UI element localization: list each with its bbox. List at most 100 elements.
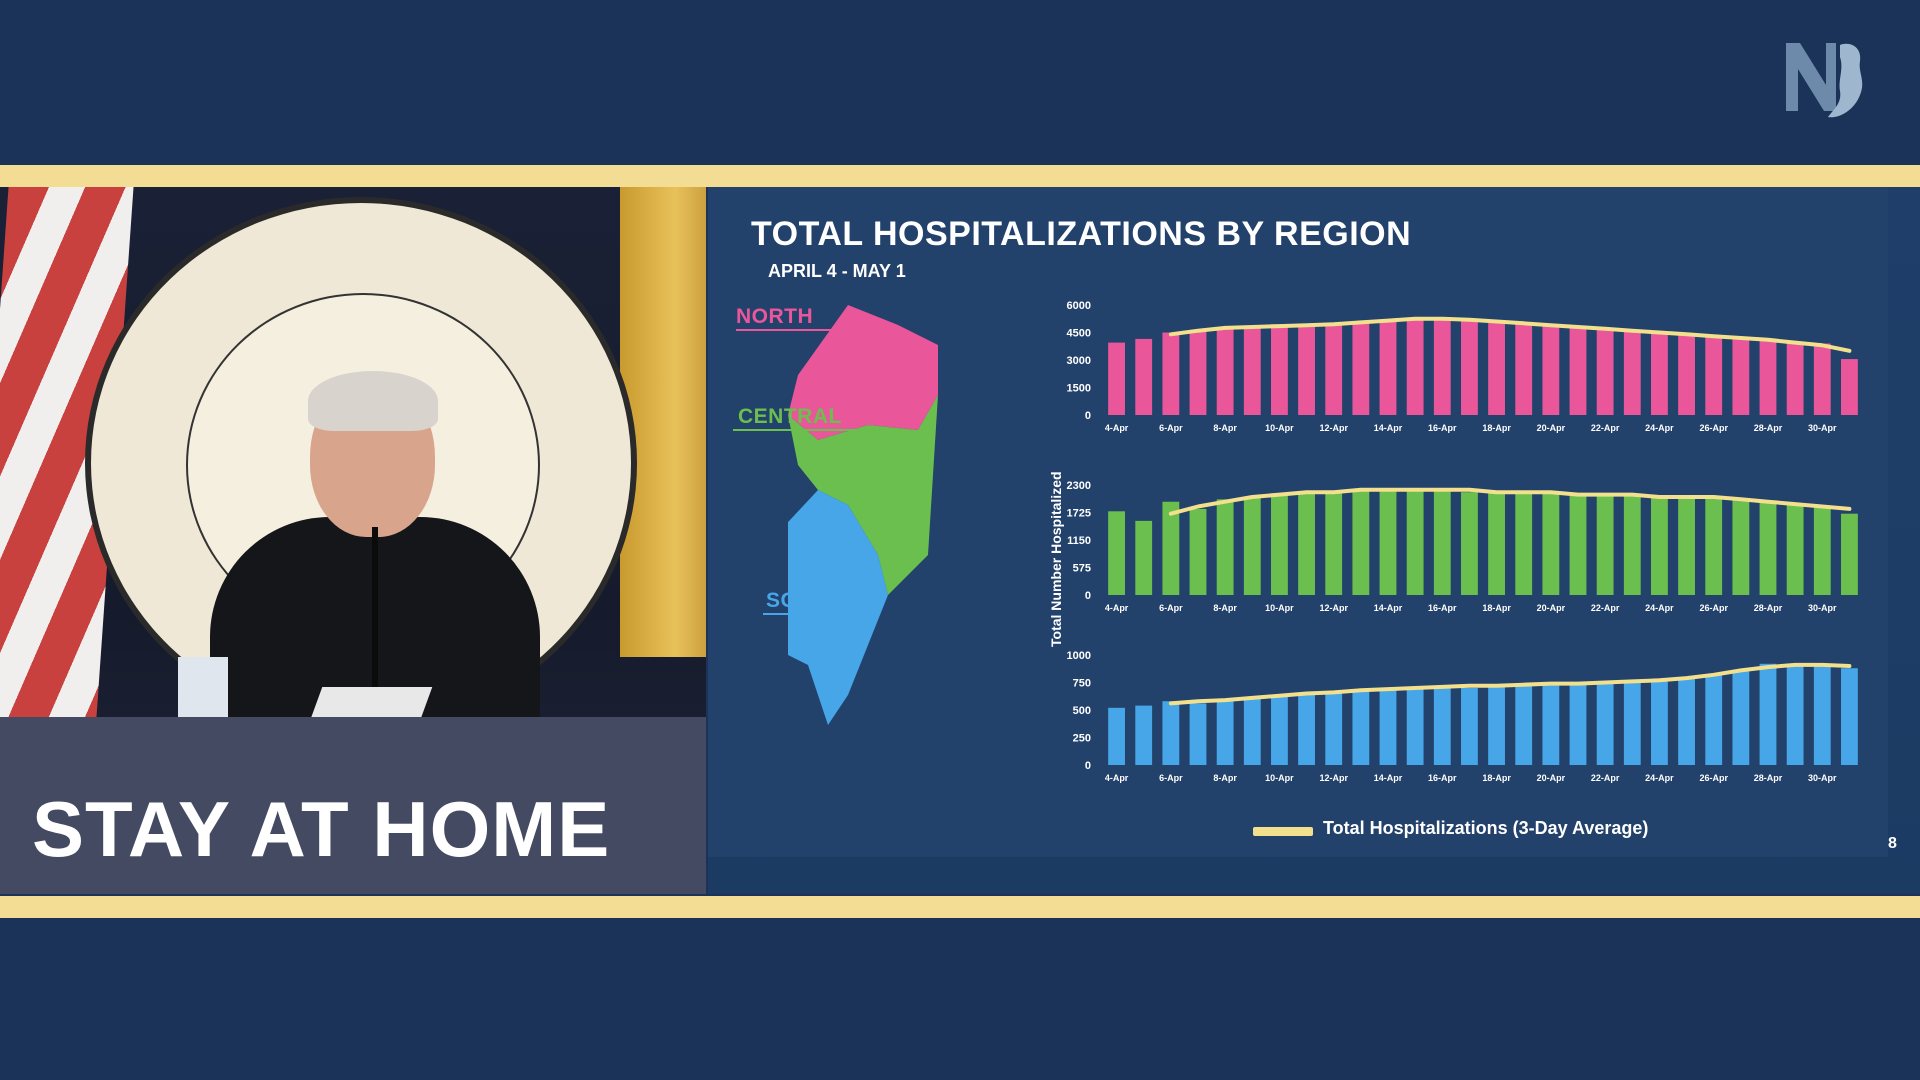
legend-swatch — [1253, 827, 1313, 836]
nj-logo-icon — [1786, 43, 1863, 118]
x-tick-label: 22-Apr — [1591, 423, 1620, 433]
bar — [1678, 678, 1695, 765]
region-label-north: NORTH — [736, 305, 814, 328]
bar — [1189, 508, 1207, 595]
bar — [1841, 359, 1858, 415]
region-rule-north — [736, 329, 866, 331]
bar — [1108, 342, 1125, 415]
nj-flag — [620, 187, 706, 657]
x-tick-label: 4-Apr — [1105, 773, 1129, 783]
y-tick-label: 2300 — [1067, 480, 1091, 492]
presentation-slide: TOTAL HOSPITALIZATIONS BY REGION APRIL 4… — [708, 187, 1920, 894]
map-south-region — [788, 490, 888, 725]
y-tick-label: 1150 — [1067, 535, 1091, 547]
x-tick-label: 22-Apr — [1591, 773, 1620, 783]
bar — [1243, 496, 1261, 595]
bar — [1813, 506, 1831, 595]
x-tick-label: 6-Apr — [1159, 603, 1183, 613]
bar — [1759, 501, 1777, 595]
y-tick-label: 1000 — [1067, 650, 1091, 662]
region-label-south: SOUTH — [766, 589, 842, 612]
average-line — [1168, 487, 1852, 516]
average-line — [1168, 316, 1852, 353]
bottom-gold-stripe — [0, 896, 1920, 918]
y-tick-label: 575 — [1073, 563, 1091, 575]
bar — [1271, 696, 1288, 765]
y-tick-label: 6000 — [1067, 300, 1091, 312]
x-tick-label: 30-Apr — [1808, 423, 1837, 433]
bar — [1705, 496, 1723, 595]
x-tick-label: 4-Apr — [1105, 423, 1129, 433]
bar — [1488, 320, 1505, 415]
bar — [1569, 494, 1587, 595]
region-rule-south — [763, 613, 873, 615]
bar — [1162, 701, 1180, 765]
slide-subtitle: APRIL 4 - MAY 1 — [768, 261, 906, 281]
y-tick-label: 0 — [1085, 410, 1091, 422]
legend-label: Total Hospitalizations (3-Day Average) — [1323, 818, 1649, 838]
bar — [1352, 690, 1370, 765]
average-line — [1168, 662, 1852, 706]
bar — [1786, 341, 1804, 415]
bar — [1542, 683, 1560, 765]
bar — [1406, 688, 1424, 765]
bar — [1189, 330, 1207, 415]
y-tick-label: 1725 — [1067, 508, 1091, 520]
bar — [1216, 699, 1234, 765]
bar — [1243, 696, 1261, 765]
bar — [1786, 666, 1804, 765]
bar — [1705, 674, 1723, 765]
x-tick-label: 30-Apr — [1808, 773, 1837, 783]
bar — [1298, 492, 1315, 595]
x-tick-label: 8-Apr — [1213, 773, 1237, 783]
bar — [1569, 683, 1587, 765]
bar — [1379, 319, 1397, 415]
x-tick-label: 26-Apr — [1699, 423, 1728, 433]
bar — [1135, 520, 1153, 595]
bar — [1461, 688, 1478, 765]
bar — [1515, 323, 1533, 415]
y-tick-label: 1500 — [1067, 383, 1091, 395]
x-tick-label: 10-Apr — [1265, 603, 1294, 613]
bar — [1352, 489, 1370, 595]
x-tick-label: 28-Apr — [1754, 603, 1783, 613]
x-tick-label: 26-Apr — [1699, 773, 1728, 783]
x-tick-label: 20-Apr — [1537, 773, 1566, 783]
x-tick-label: 24-Apr — [1645, 773, 1674, 783]
hospitalizations-charts: 0 1500 3000 4500 6000 4-Apr 6-Apr 8-Apr 10-Apr 12… — [1067, 300, 1858, 783]
x-tick-label: 8-Apr — [1213, 603, 1237, 613]
bar — [1135, 705, 1153, 765]
x-tick-label: 24-Apr — [1645, 423, 1674, 433]
bar — [1623, 494, 1641, 595]
bar — [1542, 325, 1560, 415]
bar — [1379, 489, 1397, 595]
bar — [1596, 328, 1614, 415]
x-tick-label: 28-Apr — [1754, 423, 1783, 433]
x-tick-label: 16-Apr — [1428, 603, 1457, 613]
bar — [1325, 692, 1343, 765]
bar — [1515, 492, 1533, 595]
bar — [1732, 338, 1750, 415]
bar — [1108, 707, 1125, 765]
x-tick-label: 10-Apr — [1265, 423, 1294, 433]
x-tick-label: 22-Apr — [1591, 603, 1620, 613]
press-conference-video: STAY AT HOME — [0, 187, 706, 894]
x-tick-label: 14-Apr — [1374, 423, 1403, 433]
region-label-central: CENTRAL — [738, 405, 842, 428]
x-tick-label: 18-Apr — [1482, 603, 1511, 613]
bar — [1732, 499, 1750, 595]
x-tick-label: 30-Apr — [1808, 603, 1837, 613]
x-tick-label: 18-Apr — [1482, 773, 1511, 783]
bar — [1406, 489, 1424, 595]
bar — [1841, 668, 1858, 765]
bar — [1569, 326, 1587, 415]
x-tick-label: 14-Apr — [1374, 603, 1403, 613]
y-tick-label: 0 — [1085, 760, 1091, 772]
bar — [1325, 492, 1343, 595]
bar — [1298, 693, 1315, 765]
x-tick-label: 12-Apr — [1319, 423, 1348, 433]
slide-title: TOTAL HOSPITALIZATIONS BY REGION — [751, 215, 1412, 253]
x-tick-label: 16-Apr — [1428, 423, 1457, 433]
bar — [1135, 338, 1153, 415]
y-tick-label: 0 — [1085, 590, 1091, 602]
